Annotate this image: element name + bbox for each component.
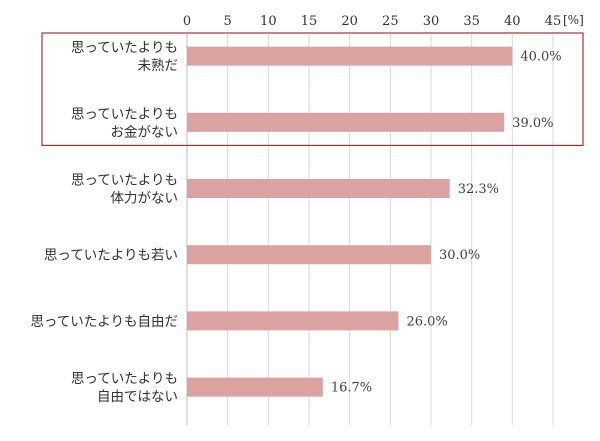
x-tick-label: 5 <box>224 14 232 29</box>
bar-value-label: 40.0% <box>520 50 561 65</box>
x-tick-label: 40 <box>504 14 521 29</box>
category-label: 思っていたよりも自由だ <box>30 314 178 330</box>
gridlines <box>186 34 554 425</box>
x-tick-label: 30 <box>423 14 440 29</box>
category-label: お金がない <box>111 124 179 140</box>
x-tick-label: 25 <box>382 14 399 29</box>
bar-value-label: 39.0% <box>512 116 553 131</box>
category-label: 思っていたよりも <box>71 40 178 56</box>
bar <box>187 245 431 265</box>
category-labels: 思っていたよりも未熟だ思っていたよりもお金がない思っていたよりも体力がない思って… <box>30 40 178 405</box>
value-labels: 40.0% 39.0% 32.3% 30.0% 26.0% 16.7% <box>331 50 562 396</box>
highlight-box <box>41 32 584 147</box>
x-tick-label: 15 <box>301 14 318 29</box>
bar <box>187 179 450 198</box>
x-tick-label: 0 <box>183 14 191 29</box>
x-tick-label: 35 <box>463 14 480 29</box>
category-label: 思っていたよりも <box>71 173 178 189</box>
x-tick-label: 20 <box>341 14 358 29</box>
category-label: 思っていたよりも <box>71 371 178 387</box>
x-axis-unit-label: [%] <box>563 13 584 27</box>
bar <box>187 46 513 66</box>
x-tick-label: 10 <box>260 14 277 29</box>
x-tick-label: 45 <box>545 14 562 29</box>
category-label: 未熟だ <box>138 58 179 74</box>
category-label: 体力がない <box>111 191 179 207</box>
bar <box>187 377 323 397</box>
category-label: 思っていたよりも若い <box>44 248 178 264</box>
bar-value-label: 30.0% <box>439 248 480 263</box>
category-label: 思っていたよりも <box>71 106 178 122</box>
bar-value-label: 32.3% <box>458 182 499 197</box>
bar-value-label: 26.0% <box>406 314 447 329</box>
bars <box>187 46 513 397</box>
x-axis-ticks: 0 5 10 15 20 25 30 35 40 45 <box>183 14 561 29</box>
category-label: 自由ではない <box>97 389 178 405</box>
bar <box>187 112 505 132</box>
bar-value-label: 16.7% <box>331 381 372 396</box>
bar <box>187 311 399 331</box>
